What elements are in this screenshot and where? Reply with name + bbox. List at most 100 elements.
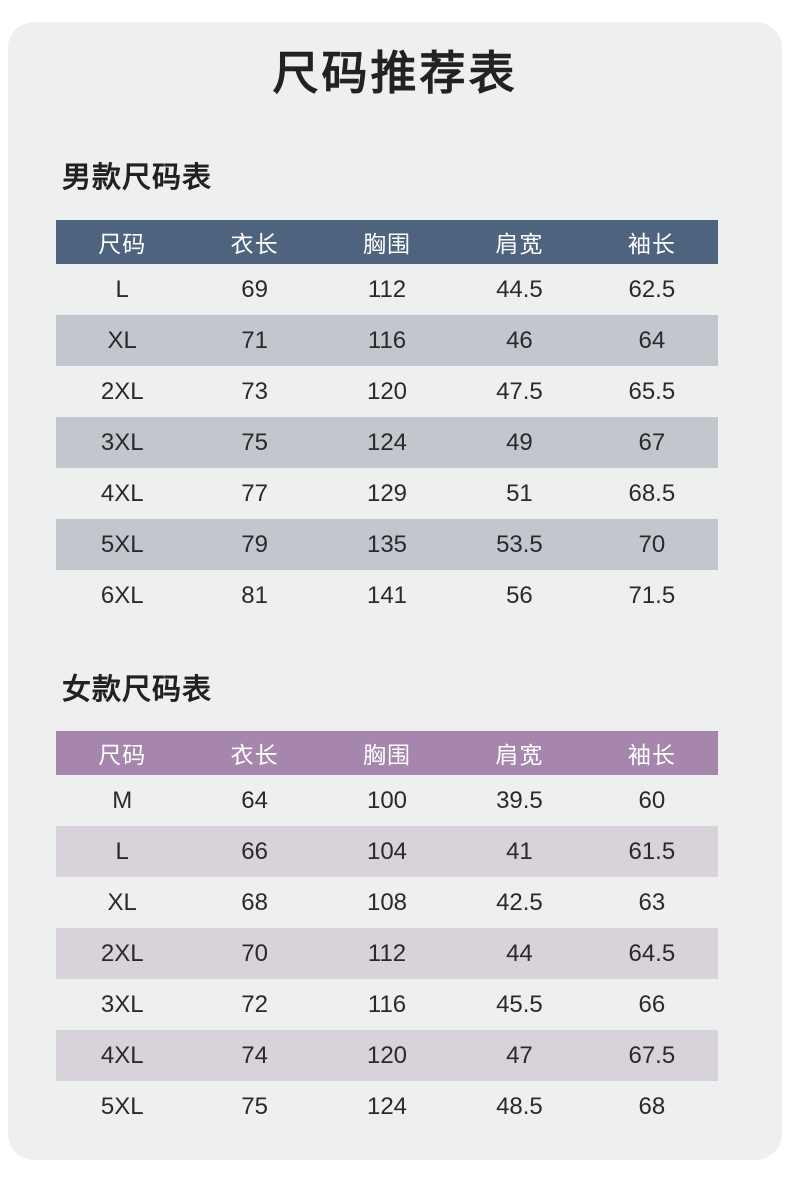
table-cell: 100 xyxy=(366,786,408,814)
men-table-heading: 男款尺码表 xyxy=(62,162,213,194)
table-row: 4XL 74 120 47 67.5 xyxy=(56,1030,718,1081)
table-cell: 120 xyxy=(366,1041,408,1069)
table-cell: 47.5 xyxy=(496,377,543,405)
table-cell: 5XL xyxy=(100,1092,144,1120)
table-row: 3XL 72 116 45.5 66 xyxy=(56,979,718,1030)
table-cell: 108 xyxy=(366,888,408,916)
table-cell: 65.5 xyxy=(628,377,676,405)
table-cell: 72 xyxy=(241,990,268,1018)
table-row: 2XL 73 120 47.5 65.5 xyxy=(56,366,718,417)
table-cell: 44.5 xyxy=(496,275,543,303)
table-row: 4XL 77 129 51 68.5 xyxy=(56,468,718,519)
header-cell: 衣长 xyxy=(230,742,279,768)
table-cell: 48.5 xyxy=(496,1092,543,1120)
table-row: M 64 100 39.5 60 xyxy=(56,775,718,826)
table-row: XL 71 116 46 64 xyxy=(56,315,718,366)
table-cell: 77 xyxy=(241,479,268,507)
table-cell: 6XL xyxy=(100,581,144,609)
table-cell: 49 xyxy=(506,428,533,456)
table-cell: 75 xyxy=(241,1092,268,1120)
table-cell: 112 xyxy=(367,939,407,967)
table-cell: 4XL xyxy=(100,479,144,507)
table-cell: 2XL xyxy=(100,939,144,967)
table-cell: 47 xyxy=(506,1041,533,1069)
men-size-table: 尺码 衣长 胸围 肩宽 袖长 L 69 112 44.5 62.5 XL 71 116 46 64 2XL 73… xyxy=(56,220,718,621)
table-cell: 116 xyxy=(367,990,407,1018)
table-cell: 66 xyxy=(638,990,666,1018)
header-cell: 肩宽 xyxy=(495,231,544,257)
table-cell: 3XL xyxy=(100,990,144,1018)
header-cell: 尺码 xyxy=(98,742,147,768)
table-cell: 68 xyxy=(241,888,268,916)
table-cell: 64 xyxy=(638,326,666,354)
header-cell: 胸围 xyxy=(363,231,412,257)
header-cell: 袖长 xyxy=(627,231,676,257)
table-row: L 66 104 41 61.5 xyxy=(56,826,718,877)
table-cell: 116 xyxy=(367,326,407,354)
table-cell: 64 xyxy=(241,786,268,814)
table-cell: 61.5 xyxy=(628,837,676,865)
table-row: 6XL 81 141 56 71.5 xyxy=(56,570,718,621)
table-cell: 46 xyxy=(506,326,533,354)
table-cell: 5XL xyxy=(100,530,144,558)
table-cell: 75 xyxy=(241,428,268,456)
header-cell: 尺码 xyxy=(98,231,147,257)
table-cell: 41 xyxy=(506,837,533,865)
table-cell: 45.5 xyxy=(496,990,543,1018)
table-cell: 66 xyxy=(241,837,268,865)
table-row: XL 68 108 42.5 63 xyxy=(56,877,718,928)
table-cell: L xyxy=(115,837,129,865)
table-row: 5XL 79 135 53.5 70 xyxy=(56,519,718,570)
page-title: 尺码推荐表 xyxy=(272,47,518,99)
table-cell: 135 xyxy=(366,530,408,558)
table-cell: 4XL xyxy=(100,1041,144,1069)
table-cell: 69 xyxy=(241,275,268,303)
men-size-table-header-row: 尺码 衣长 胸围 肩宽 袖长 xyxy=(56,220,718,264)
header-cell: 衣长 xyxy=(230,231,279,257)
table-cell: M xyxy=(112,786,133,814)
table-cell: 79 xyxy=(241,530,268,558)
table-cell: 70 xyxy=(241,939,268,967)
table-cell: XL xyxy=(107,888,137,916)
table-cell: 62.5 xyxy=(628,275,676,303)
table-cell: 74 xyxy=(241,1041,268,1069)
table-cell: 71.5 xyxy=(628,581,676,609)
header-cell: 胸围 xyxy=(363,742,412,768)
table-cell: 44 xyxy=(506,939,533,967)
table-cell: 39.5 xyxy=(496,786,543,814)
table-cell: 53.5 xyxy=(496,530,543,558)
table-cell: 42.5 xyxy=(496,888,543,916)
table-cell: 68 xyxy=(638,1092,666,1120)
table-cell: 60 xyxy=(638,786,666,814)
women-size-table: 尺码 衣长 胸围 肩宽 袖长 M 64 100 39.5 60 L 66 104 41 61.5 XL 68 10… xyxy=(56,731,718,1132)
table-cell: 120 xyxy=(366,377,408,405)
table-row: 3XL 75 124 49 67 xyxy=(56,417,718,468)
table-cell: 124 xyxy=(366,428,408,456)
table-cell: 56 xyxy=(506,581,533,609)
table-cell: L xyxy=(115,275,129,303)
table-cell: 141 xyxy=(366,581,408,609)
table-row: 5XL 75 124 48.5 68 xyxy=(56,1081,718,1132)
table-cell: 63 xyxy=(638,888,666,916)
table-cell: 67 xyxy=(638,428,666,456)
table-cell: 81 xyxy=(241,581,268,609)
table-cell: 67.5 xyxy=(628,1041,676,1069)
table-cell: 64.5 xyxy=(628,939,676,967)
table-cell: 70 xyxy=(638,530,666,558)
table-cell: 3XL xyxy=(100,428,144,456)
header-cell: 袖长 xyxy=(627,742,676,768)
table-cell: 68.5 xyxy=(628,479,676,507)
size-chart-card: 尺码推荐表 男款尺码表 尺码 衣长 胸围 肩宽 袖长 L 69 112 44.5 62.5 XL 71… xyxy=(8,22,782,1160)
table-cell: 71 xyxy=(241,326,268,354)
table-cell: 129 xyxy=(366,479,408,507)
table-cell: 112 xyxy=(367,275,407,303)
women-table-heading: 女款尺码表 xyxy=(62,674,213,706)
women-size-table-header-row: 尺码 衣长 胸围 肩宽 袖长 xyxy=(56,731,718,775)
table-cell: 124 xyxy=(366,1092,408,1120)
table-cell: XL xyxy=(107,326,137,354)
table-cell: 73 xyxy=(241,377,268,405)
table-cell: 51 xyxy=(506,479,533,507)
table-cell: 104 xyxy=(366,837,408,865)
table-row: 2XL 70 112 44 64.5 xyxy=(56,928,718,979)
